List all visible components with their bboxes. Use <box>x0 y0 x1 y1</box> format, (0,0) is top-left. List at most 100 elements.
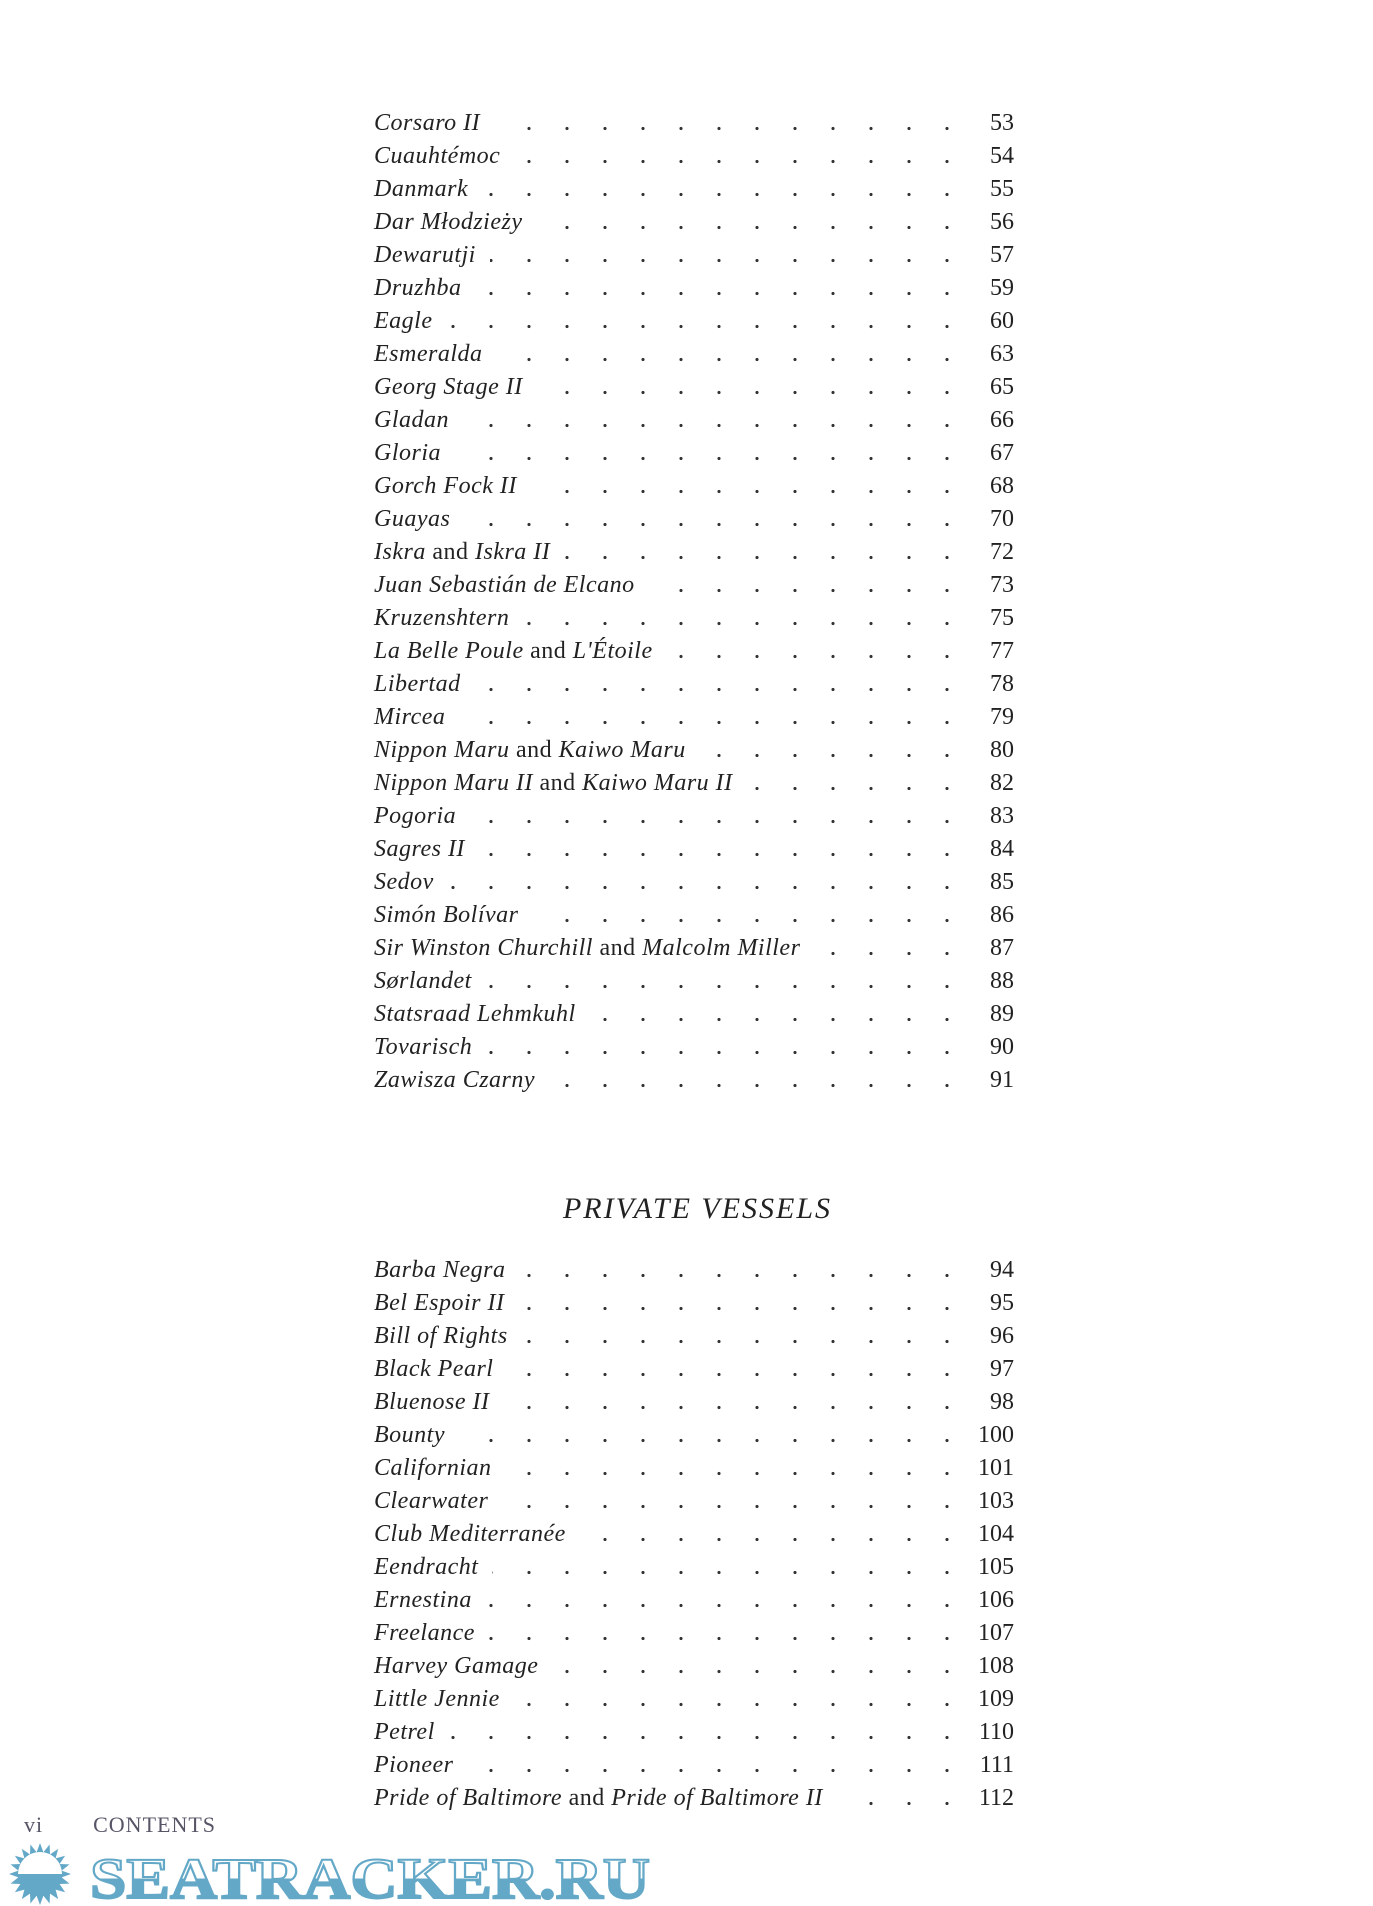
toc-entry: Bel Espoir II 95 <box>374 1287 1014 1320</box>
toc-entry: Black Pearl 97 <box>374 1353 1014 1386</box>
entry-title: La Belle Poule and L'Étoile <box>374 638 667 664</box>
entry-title: Sørlandet <box>374 968 486 994</box>
entry-title-part: Bluenose II <box>374 1389 490 1415</box>
entry-page-number: 68 <box>986 470 1014 503</box>
entry-title: Kruzenshtern <box>374 605 524 631</box>
entry-title-part: Eagle <box>374 308 433 334</box>
entry-title: Cuauhtémoc <box>374 143 515 169</box>
entry-title: Little Jennie <box>374 1686 514 1712</box>
entry-title: Libertad <box>374 671 475 697</box>
toc-entry: Nippon Maru II and Kaiwo Maru II 82 <box>374 767 1014 800</box>
entry-title-part: Sir Winston Churchill <box>374 935 593 961</box>
entry-page-number: 75 <box>986 602 1014 635</box>
entry-title: Statsraad Lehmkuhl <box>374 1001 590 1027</box>
toc-entry: Iskra and Iskra II 72 <box>374 536 1014 569</box>
entry-title-part: Clearwater <box>374 1488 489 1514</box>
entry-title-part: and <box>562 1785 612 1811</box>
entry-page-number: 100 <box>974 1419 1014 1452</box>
entry-title-part: Tovarisch <box>374 1034 473 1060</box>
entry-page-number: 54 <box>986 140 1014 173</box>
entry-title-part: Freelance <box>374 1620 475 1646</box>
toc-entry: Pogoria 83 <box>374 800 1014 833</box>
toc-entry: Sagres II 84 <box>374 833 1014 866</box>
dot-leader <box>374 1419 966 1452</box>
entry-page-number: 53 <box>986 107 1014 140</box>
toc-entry: Zawisza Czarny 91 <box>374 1064 1014 1097</box>
entry-page-number: 55 <box>986 173 1014 206</box>
entry-title-part: Harvey Gamage <box>374 1653 539 1679</box>
toc-entry: Barba Negra 94 <box>374 1254 1014 1287</box>
entry-title-part: and <box>523 638 573 664</box>
entry-page-number: 94 <box>986 1254 1014 1287</box>
entry-page-number: 66 <box>986 404 1014 437</box>
entry-title: Sedov <box>374 869 448 895</box>
entry-title: Bel Espoir II <box>374 1290 519 1316</box>
entry-title: Tovarisch <box>374 1034 487 1060</box>
entry-page-number: 77 <box>986 635 1014 668</box>
entry-title: Eagle <box>374 308 447 334</box>
section-heading: PRIVATE VESSELS <box>562 1192 833 1225</box>
entry-title-part: Pride of Baltimore <box>374 1785 563 1811</box>
toc-entry: Danmark 55 <box>374 173 1014 206</box>
running-head: CONTENTS <box>93 1812 217 1837</box>
entry-page-number: 104 <box>974 1518 1014 1551</box>
dot-leader <box>374 305 966 338</box>
entry-title-part: Libertad <box>374 671 461 697</box>
toc-entry: Californian 101 <box>374 1452 1014 1485</box>
entry-title-part: Petrel <box>374 1719 435 1745</box>
entry-title-part: Sørlandet <box>374 968 472 994</box>
toc-entry: Esmeralda 63 <box>374 338 1014 371</box>
entry-page-number: 79 <box>986 701 1014 734</box>
entry-title: Ernestina <box>374 1587 486 1613</box>
entry-title: Pogoria <box>374 803 471 829</box>
dot-leader <box>374 800 966 833</box>
entry-page-number: 109 <box>974 1683 1014 1716</box>
dot-leader <box>374 404 966 437</box>
toc-entry: Club Mediterranée 104 <box>374 1518 1014 1551</box>
entry-title: Dewarutji <box>374 242 490 268</box>
page-number: vi <box>24 1812 44 1837</box>
entry-title-part: Black Pearl <box>374 1356 494 1382</box>
toc-entry: Cuauhtémoc 54 <box>374 140 1014 173</box>
entry-title-part: Sagres II <box>374 836 465 862</box>
entry-title: Gloria <box>374 440 456 466</box>
toc-entry: Georg Stage II 65 <box>374 371 1014 404</box>
toc-entry: Petrel 110 <box>374 1716 1014 1749</box>
entry-title-part: Sedov <box>374 869 434 895</box>
entry-title-part: Guayas <box>374 506 451 532</box>
watermark-text: SEATRACKER.RU <box>90 1846 650 1906</box>
entry-title: Iskra and Iskra II <box>374 539 565 565</box>
dot-leader <box>374 866 966 899</box>
entry-page-number: 82 <box>986 767 1014 800</box>
entry-page-number: 56 <box>986 206 1014 239</box>
entry-title: Bluenose II <box>374 1389 504 1415</box>
entry-title-part: L'Étoile <box>572 638 653 664</box>
entry-title-part: Kaiwo Maru II <box>582 770 733 796</box>
entry-title: Dar Młodzieży <box>374 209 537 235</box>
entry-title-part: Bel Espoir II <box>374 1290 505 1316</box>
dot-leader <box>374 1749 966 1782</box>
entry-title: Pioneer <box>374 1752 468 1778</box>
toc-entry: Little Jennie 109 <box>374 1683 1014 1716</box>
toc-entry: Gloria 67 <box>374 437 1014 470</box>
entry-title: Simón Bolívar <box>374 902 533 928</box>
entry-title-part: Nippon Maru II <box>374 770 533 796</box>
toc-entry: Sedov 85 <box>374 866 1014 899</box>
entry-page-number: 57 <box>986 239 1014 272</box>
toc-entry: Guayas 70 <box>374 503 1014 536</box>
toc-entry: Freelance 107 <box>374 1617 1014 1650</box>
entry-title-part: Dar Młodzieży <box>374 209 523 235</box>
entry-title-part: Little Jennie <box>374 1686 500 1712</box>
toc-entry: Harvey Gamage 108 <box>374 1650 1014 1683</box>
entry-page-number: 90 <box>986 1031 1014 1064</box>
entry-title-part: Gladan <box>374 407 449 433</box>
entry-page-number: 112 <box>974 1782 1014 1815</box>
dot-leader <box>374 701 966 734</box>
entry-page-number: 88 <box>986 965 1014 998</box>
toc-entry: Ernestina 106 <box>374 1584 1014 1617</box>
contents-list-state-vessels: Corsaro II 53 Cuauhtémoc 54 Danmark 55 Dar Mło… <box>374 107 1014 1097</box>
toc-entry: Druzhba 59 <box>374 272 1014 305</box>
toc-entry: Pride of Baltimore and Pride of Baltimor… <box>374 1782 1014 1815</box>
toc-entry: Eagle 60 <box>374 305 1014 338</box>
entry-page-number: 70 <box>986 503 1014 536</box>
